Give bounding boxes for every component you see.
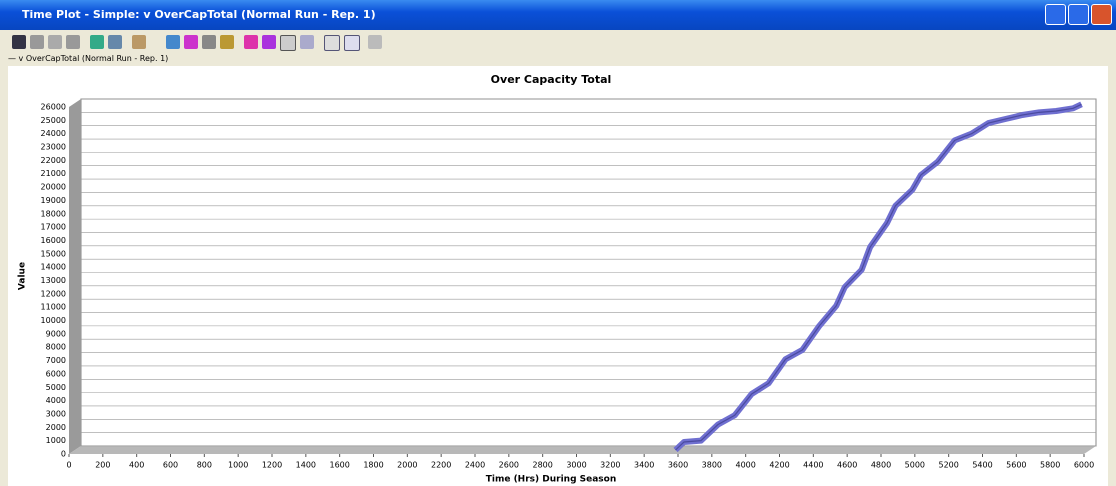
y-tick-label: 15000	[41, 249, 66, 258]
x-tick-label: 3000	[566, 461, 586, 470]
x-tick-label: 4000	[735, 461, 755, 470]
x-tick-label: 5400	[972, 461, 992, 470]
tool-button[interactable]	[220, 35, 234, 49]
y-tick-label: 12000	[41, 289, 66, 298]
tool-button[interactable]	[344, 35, 360, 51]
tool-button[interactable]	[300, 35, 314, 49]
tool-button[interactable]	[280, 35, 296, 51]
tool-button[interactable]	[202, 35, 216, 49]
y-tick-label: 13000	[41, 276, 66, 285]
x-tick-label: 2200	[431, 461, 451, 470]
window-title: Time Plot - Simple: v OverCapTotal (Norm…	[22, 8, 376, 21]
tool-button[interactable]	[12, 35, 26, 49]
tool-button[interactable]	[324, 35, 340, 51]
x-tick-label: 600	[163, 461, 178, 470]
y-tick-label: 2000	[46, 423, 66, 432]
x-tick-label: 1200	[262, 461, 282, 470]
close-button[interactable]	[1091, 4, 1112, 25]
tool-button[interactable]	[132, 35, 146, 49]
y-tick-label: 9000	[46, 329, 66, 338]
tool-button[interactable]	[30, 35, 44, 49]
x-tick-label: 1000	[228, 461, 248, 470]
x-tick-label: 3600	[668, 461, 688, 470]
y-tick-label: 7000	[46, 356, 66, 365]
x-tick-label: 5600	[1006, 461, 1026, 470]
x-tick-label: 1800	[363, 461, 383, 470]
y-tick-label: 10000	[41, 316, 66, 325]
floor	[69, 446, 1096, 454]
x-tick-label: 5800	[1040, 461, 1060, 470]
y-tick-label: 0	[61, 450, 66, 459]
x-tick-label: 1600	[329, 461, 349, 470]
x-tick-label: 3800	[702, 461, 722, 470]
legend-entry: — v OverCapTotal (Normal Run - Rep. 1)	[8, 54, 169, 63]
x-tick-label: 6000	[1074, 461, 1094, 470]
title-bar: Time Plot - Simple: v OverCapTotal (Norm…	[0, 0, 1116, 30]
x-tick-label: 4600	[837, 461, 857, 470]
x-axis-title: Time (Hrs) During Season	[486, 475, 617, 485]
x-tick-label: 1400	[296, 461, 316, 470]
tool-button[interactable]	[48, 35, 62, 49]
legend-label: v OverCapTotal (Normal Run - Rep. 1)	[18, 54, 169, 63]
x-tick-label: 4800	[871, 461, 891, 470]
y-tick-label: 26000	[41, 103, 66, 112]
y-tick-label: 6000	[46, 369, 66, 378]
tool-button[interactable]	[90, 35, 104, 49]
y-tick-label: 18000	[41, 209, 66, 218]
tool-button[interactable]	[244, 35, 258, 49]
y-tick-label: 19000	[41, 196, 66, 205]
x-tick-label: 400	[129, 461, 144, 470]
x-tick-label: 800	[197, 461, 212, 470]
x-tick-label: 5200	[938, 461, 958, 470]
y-tick-label: 8000	[46, 343, 66, 352]
series-line-edge	[675, 103, 1082, 451]
toolbar	[8, 32, 388, 52]
x-tick-label: 0	[66, 461, 71, 470]
x-tick-label: 2000	[397, 461, 417, 470]
y-tick-label: 3000	[46, 409, 66, 418]
y-tick-label: 4000	[46, 396, 66, 405]
minimize-button[interactable]	[1045, 4, 1066, 25]
maximize-button[interactable]	[1068, 4, 1089, 25]
x-tick-label: 2400	[465, 461, 485, 470]
x-tick-label: 4400	[803, 461, 823, 470]
y-tick-label: 24000	[41, 129, 66, 138]
y-tick-label: 20000	[41, 183, 66, 192]
y-tick-label: 1000	[46, 436, 66, 445]
y-tick-label: 14000	[41, 263, 66, 272]
x-tick-label: 3400	[634, 461, 654, 470]
left-wall	[69, 99, 81, 454]
tool-button[interactable]	[262, 35, 276, 49]
x-tick-label: 2600	[499, 461, 519, 470]
y-axis-title: Value	[18, 262, 28, 290]
y-tick-label: 22000	[41, 156, 66, 165]
y-tick-label: 16000	[41, 236, 66, 245]
y-tick-label: 23000	[41, 143, 66, 152]
tool-button[interactable]	[166, 35, 180, 49]
y-tick-label: 5000	[46, 383, 66, 392]
chart: Over Capacity Total Time (Hrs) During Se…	[8, 66, 1108, 486]
x-tick-label: 200	[95, 461, 110, 470]
y-tick-label: 25000	[41, 116, 66, 125]
chart-title: Over Capacity Total	[491, 73, 612, 86]
tool-button[interactable]	[66, 35, 80, 49]
x-tick-label: 2800	[532, 461, 552, 470]
x-tick-label: 4200	[769, 461, 789, 470]
tool-button[interactable]	[368, 35, 382, 49]
y-tick-label: 17000	[41, 223, 66, 232]
y-tick-label: 21000	[41, 169, 66, 178]
tool-button[interactable]	[108, 35, 122, 49]
x-tick-label: 5000	[905, 461, 925, 470]
tool-button[interactable]	[184, 35, 198, 49]
y-tick-label: 11000	[41, 303, 66, 312]
x-tick-label: 3200	[600, 461, 620, 470]
